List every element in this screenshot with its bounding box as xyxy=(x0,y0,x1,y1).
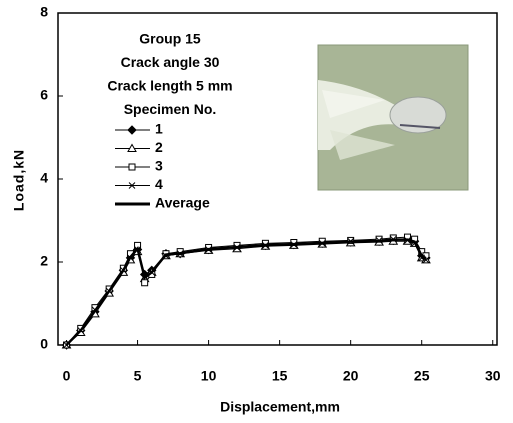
x-tick-label: 0 xyxy=(63,368,71,384)
legend-marker xyxy=(128,182,136,189)
annotation: Crack angle 30 xyxy=(121,54,220,70)
annotation: Specimen No. xyxy=(124,101,217,117)
annotation: Group 15 xyxy=(139,31,201,47)
series-line xyxy=(66,240,427,346)
legend-marker xyxy=(128,163,136,171)
annotation: Crack length 5 mm xyxy=(107,78,232,94)
x-tick-label: 5 xyxy=(134,368,142,384)
legend-marker xyxy=(127,143,137,152)
series-line xyxy=(66,238,427,346)
y-tick-label: 4 xyxy=(40,170,48,186)
series-line xyxy=(65,238,427,346)
x-tick-label: 15 xyxy=(272,368,288,384)
y-axis-title: Load,kN xyxy=(11,149,27,211)
marker xyxy=(375,235,383,243)
legend-label: 3 xyxy=(155,158,163,174)
marker xyxy=(205,243,213,251)
legend-label: 2 xyxy=(155,139,163,155)
x-tick-label: 20 xyxy=(343,368,359,384)
marker xyxy=(290,238,298,246)
x-tick-label: 10 xyxy=(201,368,217,384)
y-tick-label: 6 xyxy=(40,87,48,103)
legend-label: Average xyxy=(155,195,210,211)
legend-marker xyxy=(127,125,137,135)
x-tick-label: 25 xyxy=(414,368,430,384)
x-tick-label: 30 xyxy=(485,368,501,384)
marker xyxy=(318,237,326,245)
legend-label: 4 xyxy=(155,176,163,192)
series-line xyxy=(66,238,427,346)
marker xyxy=(141,279,149,287)
y-tick-label: 0 xyxy=(40,336,48,352)
marker xyxy=(261,239,269,247)
inset-photo xyxy=(317,44,469,191)
series-line xyxy=(66,236,427,346)
y-tick-label: 2 xyxy=(40,253,48,269)
legend-label: 1 xyxy=(155,121,163,137)
marker xyxy=(233,241,241,249)
marker xyxy=(389,234,397,242)
x-axis-title: Displacement,mm xyxy=(220,399,340,415)
y-tick-label: 8 xyxy=(40,4,48,20)
